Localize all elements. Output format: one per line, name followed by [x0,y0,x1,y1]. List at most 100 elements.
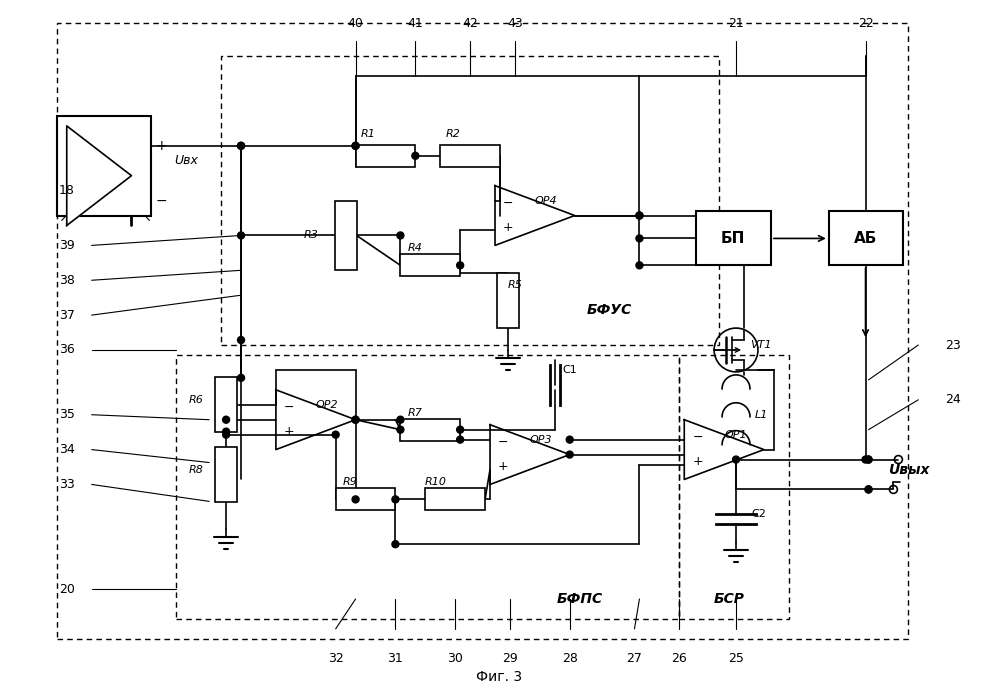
Text: АБ: АБ [854,231,877,246]
Text: R7: R7 [408,407,423,418]
Text: 26: 26 [671,652,687,665]
Bar [498,273,518,328]
Text: −: − [692,431,702,444]
Text: OP1: OP1 [724,430,746,439]
Text: +: + [284,426,295,438]
Circle shape [352,416,359,423]
Text: VT1: VT1 [750,340,771,350]
Polygon shape [67,126,132,225]
Text: −: − [156,193,167,208]
Circle shape [397,416,404,423]
Circle shape [865,456,872,463]
Text: OP2: OP2 [316,400,339,410]
Text: 36: 36 [59,344,75,356]
Text: +: + [499,460,508,473]
Text: −: − [284,401,295,414]
Circle shape [566,451,573,458]
Circle shape [238,142,245,149]
Text: +: + [502,221,513,234]
Text: БФУС: БФУС [587,303,632,317]
Text: R8: R8 [189,464,204,475]
Circle shape [352,142,359,149]
Text: +: + [156,139,167,153]
Circle shape [238,232,245,239]
Bar [696,211,771,265]
Bar [176,355,679,619]
Text: R6: R6 [189,395,204,405]
Text: OP3: OP3 [529,435,552,445]
Bar [829,211,903,265]
Text: БП: БП [721,231,745,246]
Text: 29: 29 [502,652,517,665]
Circle shape [636,212,643,219]
Circle shape [412,152,419,159]
Text: R4: R4 [408,243,423,254]
Text: R2: R2 [446,129,461,139]
Bar [401,254,461,277]
Text: Фиг. 3: Фиг. 3 [476,669,522,684]
Text: R10: R10 [425,477,447,487]
Text: 35: 35 [59,408,75,421]
Circle shape [333,431,339,438]
Circle shape [865,486,872,493]
Bar [215,378,237,432]
Text: 40: 40 [348,17,364,30]
Circle shape [636,212,643,219]
Bar [426,489,486,510]
Bar [441,145,500,167]
Bar [679,355,789,619]
Bar [335,200,357,270]
Text: 23: 23 [945,338,961,351]
Bar [57,116,152,216]
Circle shape [862,456,869,463]
Circle shape [397,232,404,239]
Text: 22: 22 [858,17,873,30]
Circle shape [238,374,245,381]
Text: 25: 25 [728,652,744,665]
Text: −: − [502,197,513,210]
Bar [356,145,416,167]
Text: 27: 27 [626,652,642,665]
Bar [215,447,237,502]
Bar [401,419,461,441]
Text: 37: 37 [59,308,75,322]
Circle shape [457,262,464,269]
Text: БФПС: БФПС [556,592,602,606]
Text: +: + [692,455,703,468]
Bar [336,489,396,510]
Text: 30: 30 [448,652,464,665]
Text: R9: R9 [344,477,358,487]
Text: 43: 43 [507,17,522,30]
Circle shape [392,496,399,503]
Circle shape [223,431,230,438]
Text: 39: 39 [59,239,75,252]
Circle shape [392,541,399,547]
Text: 28: 28 [561,652,577,665]
Text: 20: 20 [59,583,75,595]
Circle shape [352,142,359,149]
Text: 38: 38 [59,274,75,287]
Text: БСР: БСР [713,592,744,606]
Circle shape [636,262,643,269]
Circle shape [636,235,643,242]
Text: C2: C2 [751,509,766,519]
Text: Uвх: Uвх [174,155,198,167]
Text: R3: R3 [304,231,319,240]
Circle shape [238,337,245,344]
Text: Uвых: Uвых [887,462,929,477]
Text: 34: 34 [59,443,75,456]
Circle shape [352,416,359,423]
Circle shape [865,456,872,463]
Circle shape [397,426,404,433]
Text: 41: 41 [408,17,424,30]
Text: 18: 18 [59,184,75,197]
Circle shape [223,416,230,423]
Text: 24: 24 [945,394,961,406]
Circle shape [732,456,739,463]
Text: 42: 42 [463,17,478,30]
Text: R1: R1 [361,129,376,139]
Circle shape [566,436,573,443]
Circle shape [223,428,230,435]
Bar [221,56,719,345]
Text: L1: L1 [754,410,767,420]
